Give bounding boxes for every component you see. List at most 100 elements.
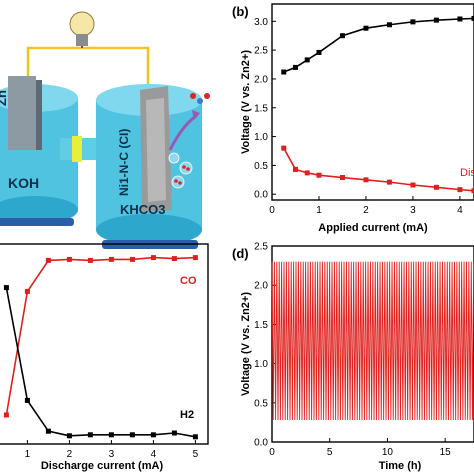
chart-c-series-label-h2: H2 — [180, 409, 194, 421]
chart-c-series — [3, 255, 198, 440]
chart-c-series-1-point — [3, 285, 9, 291]
chart-d-xtick-label: 10 — [382, 447, 394, 458]
anolyte-label: KOH — [8, 175, 39, 191]
chart-b-frame — [271, 3, 474, 201]
chart-c-series-1-line — [5, 287, 196, 438]
chart-c-series-1-point — [108, 432, 114, 438]
chart-c-series-0-point — [66, 256, 72, 262]
chart-b-xtick-label: 2 — [363, 205, 369, 216]
chart-b-series-0-point — [304, 57, 310, 63]
chart-c-series-0-point — [129, 256, 135, 262]
chart-b-series-0-point — [292, 64, 298, 70]
chart-d-xlabel: Time (h) — [379, 460, 422, 472]
chart-b-series-0-point — [316, 49, 322, 55]
chart-b: (b) Applied current (mA) Voltage (V vs. … — [232, 3, 474, 234]
chart-c-series-0-line — [5, 256, 196, 416]
chart-d-ytick-label: 1.5 — [254, 320, 268, 331]
chart-c-ticks: 1 2 3 4 5 — [25, 440, 199, 460]
chart-b-series-0-point — [457, 16, 463, 22]
chart-b-xtick-label: 3 — [410, 205, 416, 216]
chart-d-ytick-label: 0.0 — [254, 438, 268, 449]
chart-c-series-0-point — [171, 256, 177, 262]
chart-b-series-0-point — [386, 22, 392, 28]
chart-c-xlabel: Discharge current (mA) — [41, 460, 164, 472]
chart-b-ytick-label: 1.0 — [254, 132, 268, 143]
chart-b-series-0-point — [339, 33, 345, 39]
chart-c-series-1-point — [24, 397, 30, 403]
chart-b-series-1-point — [471, 188, 474, 194]
chart-b-series-1-point — [316, 172, 322, 178]
chart-b-ytick-label: 3.0 — [254, 17, 268, 28]
chart-c-xtick-label: 1 — [25, 449, 31, 460]
cathode-label: Ni1-N-C (CI) — [117, 129, 131, 196]
chart-c-series-0-point — [87, 257, 93, 263]
chart-d-frame — [271, 245, 474, 443]
chart-c-series-1-point — [129, 432, 135, 438]
external-wire — [26, 46, 150, 92]
chart-d-ytick-label: 0.5 — [254, 398, 268, 409]
chart-b-series-1-point — [433, 184, 439, 190]
chart-b-series-0-point — [410, 19, 416, 25]
chart-b-series-0-point — [471, 15, 474, 21]
chart-d-xtick-label: 5 — [327, 447, 333, 458]
chart-d-cycling-trace — [271, 261, 474, 421]
chart-c-series-1-point — [45, 428, 51, 434]
chart-b-ytick-label: 2.5 — [254, 46, 268, 57]
chart-c-series-0-point — [150, 255, 156, 261]
chart-c-xtick-label: 2 — [67, 449, 73, 460]
chart-b-series-1-point — [386, 179, 392, 185]
chart-b-xtick-label: 4 — [457, 205, 463, 216]
chart-d-ticks: 0 5 10 15 0.0 0.5 1.0 1.5 2.0 2.5 — [254, 242, 451, 459]
chart-b-series-label-dis: Dis — [460, 167, 474, 179]
chart-d-xtick-label: 0 — [269, 447, 275, 458]
chart-d-ytick-label: 1.0 — [254, 359, 268, 370]
chart-d-series — [271, 261, 474, 421]
chart-b-ylabel: Voltage (V vs. Zn2+) — [240, 50, 252, 154]
chart-c-xtick-label: 3 — [109, 449, 115, 460]
chart-c: Discharge current (mA) 1 2 3 4 5 CO H2 — [0, 243, 209, 472]
chart-d-ytick-label: 2.5 — [254, 242, 268, 253]
chart-d-panel-label: (d) — [232, 246, 249, 261]
chart-b-series-0-point — [363, 25, 369, 31]
chart-b-series-1-point — [304, 170, 310, 176]
chart-b-ytick-label: 1.5 — [254, 103, 268, 114]
chart-c-series-0-point — [3, 412, 9, 418]
chart-c-series-1-point — [87, 432, 93, 438]
chart-b-series-1-point — [292, 166, 298, 172]
chart-d-xtick-label: 15 — [440, 447, 452, 458]
chart-b-xtick-label: 0 — [269, 205, 275, 216]
chart-b-xtick-label: 1 — [316, 205, 322, 216]
chart-b-series-1-line — [283, 147, 474, 192]
chart-c-series-0-point — [108, 256, 114, 262]
chart-c-series-0-point — [192, 255, 198, 261]
light-bulb-icon — [69, 11, 95, 48]
chart-c-series-1-point — [192, 434, 198, 440]
chart-c-series-1-point — [171, 430, 177, 436]
chart-c-series-1-point — [66, 433, 72, 439]
chart-d: (d) Time (h) Voltage (V vs. Zn2+) 0 5 10 15… — [232, 242, 474, 472]
chart-b-ytick-label: 0.5 — [254, 161, 268, 172]
chart-c-series-0-point — [24, 288, 30, 294]
chart-c-series-label-co: CO — [180, 275, 197, 287]
anode-label: Zn — [0, 90, 9, 106]
chart-b-series — [281, 15, 474, 194]
catholyte-label: KHCO3 — [120, 202, 166, 217]
chart-b-series-1-point — [457, 187, 463, 193]
chart-c-series-0-point — [45, 257, 51, 263]
chart-b-series-1-point — [339, 175, 345, 181]
co2-bubbles-icon — [168, 93, 210, 189]
chart-d-ytick-label: 2.0 — [254, 281, 268, 292]
chart-b-series-1-point — [410, 182, 416, 188]
panel-a-schematic: Zn KOH Ni1-N-C (CI) KHCO3 — [0, 11, 210, 249]
chart-b-xlabel: Applied current (mA) — [318, 222, 428, 234]
chart-b-series-0-point — [281, 69, 287, 75]
chart-c-xtick-label: 5 — [193, 449, 199, 460]
chart-c-xtick-label: 4 — [151, 449, 157, 460]
chart-c-series-1-point — [150, 432, 156, 438]
ni-n-c-electrode — [140, 86, 172, 212]
chart-b-series-0-point — [433, 17, 439, 23]
chart-b-series-1-point — [363, 177, 369, 183]
chart-b-panel-label: (b) — [232, 4, 249, 19]
zn-electrode — [8, 76, 42, 150]
